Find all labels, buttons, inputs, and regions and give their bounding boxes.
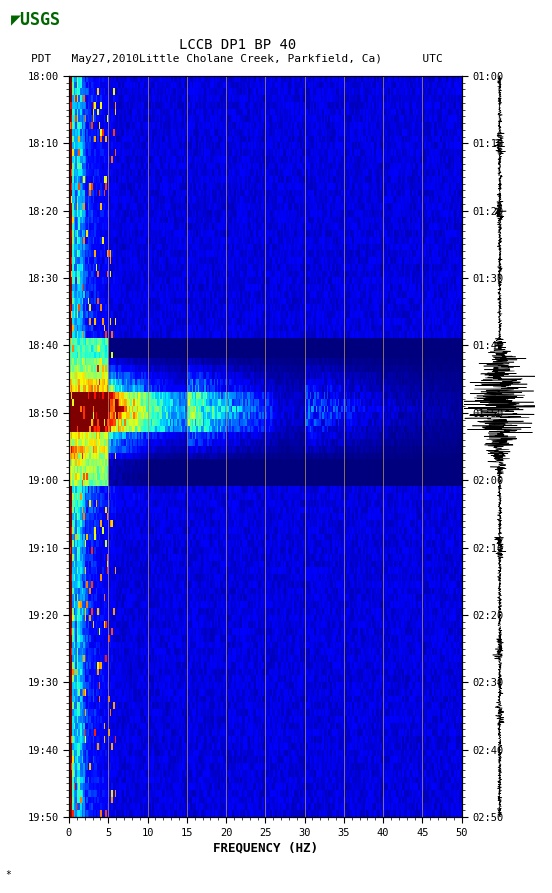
Text: *: * xyxy=(6,870,12,880)
X-axis label: FREQUENCY (HZ): FREQUENCY (HZ) xyxy=(213,842,318,855)
Text: PDT   May27,2010Little Cholane Creek, Parkfield, Ca)      UTC: PDT May27,2010Little Cholane Creek, Park… xyxy=(31,54,443,63)
Text: ◤USGS: ◤USGS xyxy=(11,11,61,29)
Text: LCCB DP1 BP 40: LCCB DP1 BP 40 xyxy=(179,38,296,52)
